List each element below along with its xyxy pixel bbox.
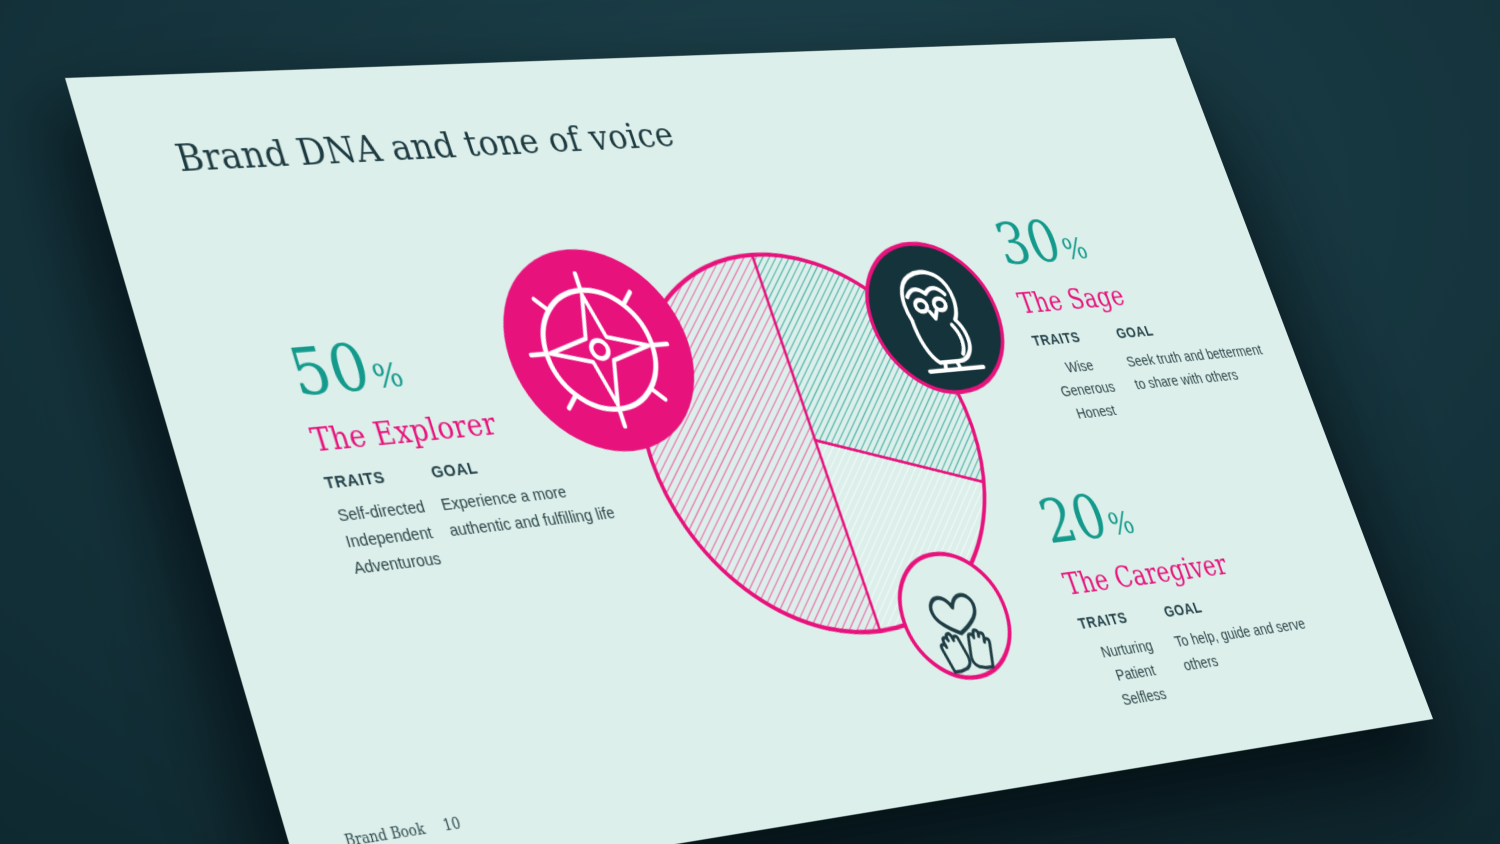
archetype-sage: 30% The Sage TRAITS Wise Generous Honest… <box>986 201 1307 428</box>
footer-label: Brand Book <box>342 819 428 844</box>
slide-footer: Brand Book 10 <box>342 814 462 844</box>
traits-label: TRAITS <box>1075 609 1130 634</box>
sage-percent: 30% <box>986 207 1093 278</box>
sage-traits: Wise Generous Honest <box>1039 352 1137 427</box>
sage-goal: Seek truth and betterment to share with … <box>1123 341 1265 394</box>
traits-label: TRAITS <box>322 468 388 494</box>
explorer-traits: Self-directed Independent Adventurous <box>331 494 448 582</box>
archetype-caregiver: 20% The Caregiver TRAITS Nurturing Patie… <box>1030 465 1359 715</box>
caregiver-traits: Nurturing Patient Selfless <box>1085 632 1185 715</box>
footer-page-number: 10 <box>440 813 463 835</box>
explorer-goal: Experience a more authentic and fulfilli… <box>438 482 618 541</box>
caregiver-goal: To help, guide and serve others <box>1172 615 1309 675</box>
brand-slide: Brand DNA and tone of voice <box>65 38 1434 844</box>
traits-label: TRAITS <box>1029 329 1083 350</box>
slide-title: Brand DNA and tone of voice <box>170 114 680 181</box>
